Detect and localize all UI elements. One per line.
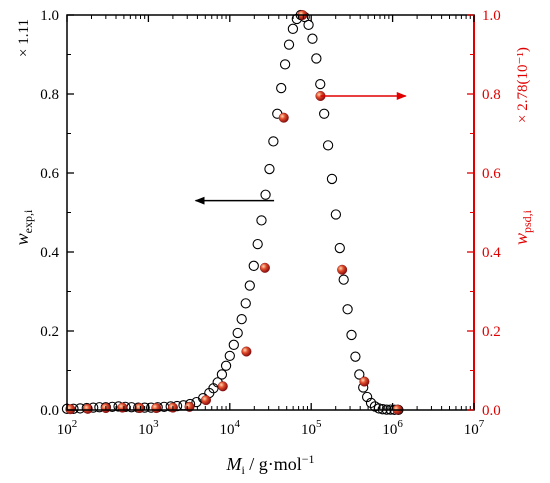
exp-data-point <box>216 369 228 380</box>
exp-data-point <box>311 53 322 64</box>
x-tick-base: 10 <box>301 422 316 438</box>
x-tick-base: 10 <box>382 422 397 438</box>
exp-data-point <box>346 329 357 341</box>
left-y-tick-label: 1.0 <box>40 8 59 24</box>
right-scale-note: × 2.78(10⁻¹) <box>515 47 531 123</box>
x-tick-exp: 6 <box>397 418 403 430</box>
x-tick-label: 104 <box>220 418 241 438</box>
left-y-tick-label: 0.2 <box>40 324 59 340</box>
left-y-tick-label: 0.8 <box>40 87 59 103</box>
x-axis-label-sub: i <box>241 463 245 477</box>
exp-data-point <box>354 369 365 380</box>
exp-data-point <box>338 274 349 285</box>
exp-data-point <box>268 136 279 147</box>
exp-data-point <box>256 215 267 226</box>
x-tick-exp: 3 <box>153 418 159 430</box>
exp-data-point <box>264 163 275 175</box>
x-tick-exp: 5 <box>316 418 322 430</box>
exp-data-point <box>279 59 291 70</box>
x-tick-base: 10 <box>57 422 72 438</box>
x-tick-exp: 4 <box>235 418 241 430</box>
right-y-tick-label: 0.4 <box>482 245 501 261</box>
exp-data-point <box>232 327 243 339</box>
x-tick-exp: 7 <box>479 418 485 430</box>
left-y-tick-label: 0.4 <box>40 245 59 261</box>
psd-data-point <box>241 346 252 357</box>
x-tick-base: 10 <box>138 422 153 438</box>
right-y-tick-label: 1.0 <box>482 8 501 24</box>
exp-data-point <box>287 23 299 34</box>
exp-data-point <box>330 209 342 220</box>
exp-data-point <box>322 140 334 151</box>
exp-data-point <box>228 339 239 350</box>
right-y-tick-label: 0.6 <box>482 166 501 182</box>
x-tick-label: 107 <box>464 418 485 438</box>
left-y-axis-label: wexp,i <box>12 209 35 245</box>
exp-data-point <box>319 108 330 119</box>
x-axis-label-main: M <box>225 454 242 474</box>
left-scale-note: × 1.11 <box>16 19 32 57</box>
right-y-tick-label: 0.2 <box>482 324 501 340</box>
exp-data-point <box>252 238 263 250</box>
right-y-axis-label: wpsd,i <box>511 209 534 245</box>
x-tick-label: 103 <box>138 418 159 438</box>
psd-data-point <box>337 264 348 275</box>
x-tick-label: 102 <box>57 418 78 438</box>
plot-frame <box>66 14 475 411</box>
psd-data-point <box>151 403 162 414</box>
left-y-tick-label: 0.0 <box>40 403 59 419</box>
exp-data-point <box>276 82 287 94</box>
annotation-arrows <box>194 91 407 205</box>
psd-data-point <box>259 262 270 273</box>
exp-data-point <box>361 391 373 403</box>
right-y-axis-label-sub: psd,i <box>520 209 534 233</box>
exp-data-point <box>236 313 247 325</box>
right-y-tick-label: 0.8 <box>482 87 501 103</box>
left-y-axis-label-sub: exp,i <box>21 209 35 233</box>
exp-data-point <box>224 350 235 362</box>
right-y-tick-label: 0.0 <box>482 403 501 419</box>
psd-data-point <box>65 404 76 415</box>
exp-data-point <box>303 19 314 31</box>
exp-data-point <box>342 304 353 315</box>
left-y-axis-ticks: 0.0 0.2 0.4 0.6 0.8 1.0 <box>40 8 74 419</box>
x-tick-base: 10 <box>464 422 479 438</box>
x-tick-label: 106 <box>382 418 403 438</box>
psd-data-point <box>200 395 211 406</box>
left-y-tick-label: 0.6 <box>40 166 59 182</box>
psd-data-point <box>82 403 93 414</box>
psd-data-point <box>117 402 128 413</box>
plot-area <box>61 9 404 416</box>
exp-data-point <box>248 260 259 271</box>
left-y-axis-label-main: w <box>12 233 32 245</box>
psd-data-point <box>217 381 228 392</box>
exp-data-point <box>244 280 255 291</box>
x-tick-exp: 2 <box>72 418 78 430</box>
exp-data-point <box>220 360 232 371</box>
exp-data-point <box>307 33 318 44</box>
psd-data-point <box>359 376 370 387</box>
exp-data-point <box>377 404 388 415</box>
exp-data-point <box>283 39 295 50</box>
right-y-axis-ticks: 0.0 0.2 0.4 0.6 0.8 1.0 <box>467 8 501 419</box>
exp-data-point <box>260 189 271 200</box>
psd-data-point <box>278 112 289 123</box>
exp-data-point <box>326 173 338 185</box>
x-axis-label-unit: / g·mol <box>245 454 302 474</box>
exp-data-point <box>334 242 345 254</box>
exp-data-point <box>365 397 377 409</box>
right-y-axis-label-main: w <box>511 233 531 245</box>
x-axis-label: Mi / g·mol−1 <box>225 452 314 477</box>
exp-data-point <box>240 298 251 309</box>
x-axis-ticks: 102 103 104 105 106 107 <box>57 15 485 438</box>
exp-data-point <box>350 351 361 362</box>
x-axis-label-sup: −1 <box>302 452 315 466</box>
x-tick-base: 10 <box>220 422 235 438</box>
x-tick-label: 105 <box>301 418 322 438</box>
exp-data-point <box>315 78 326 90</box>
